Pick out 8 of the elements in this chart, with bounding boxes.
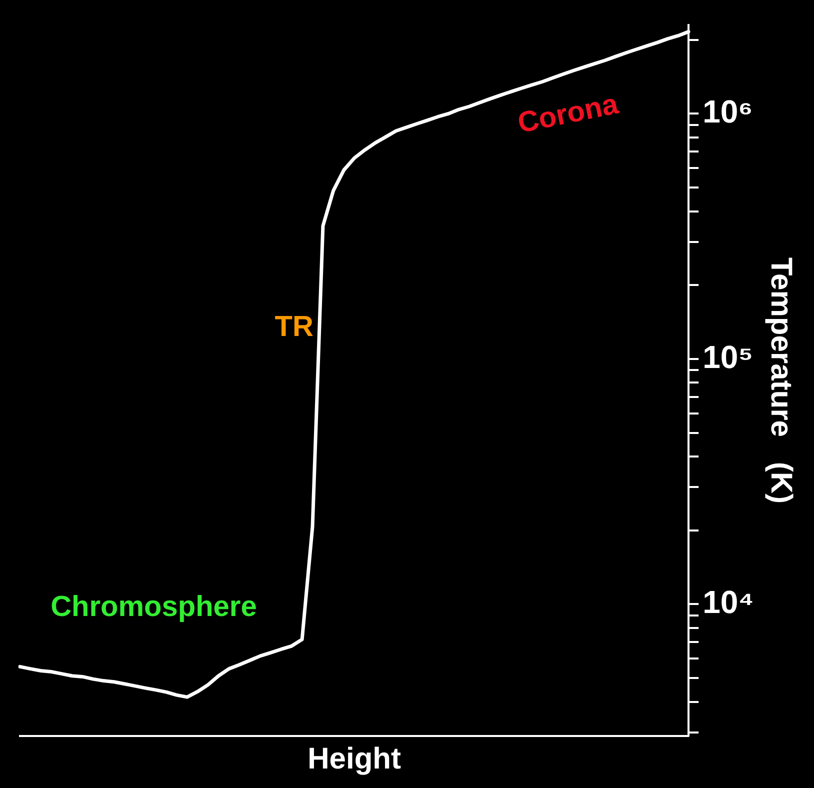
y-tick-label: 10⁶	[702, 94, 753, 130]
annotation: TR	[274, 311, 314, 343]
y-tick-label: 10⁵	[702, 338, 754, 375]
x-axis-title: Height	[308, 742, 401, 776]
y-tick-label: 10⁴	[702, 584, 754, 620]
annotation: Corona	[515, 88, 622, 140]
y-axis-title: Temperature (K)	[764, 257, 798, 504]
annotation: Chromosphere	[50, 591, 257, 623]
